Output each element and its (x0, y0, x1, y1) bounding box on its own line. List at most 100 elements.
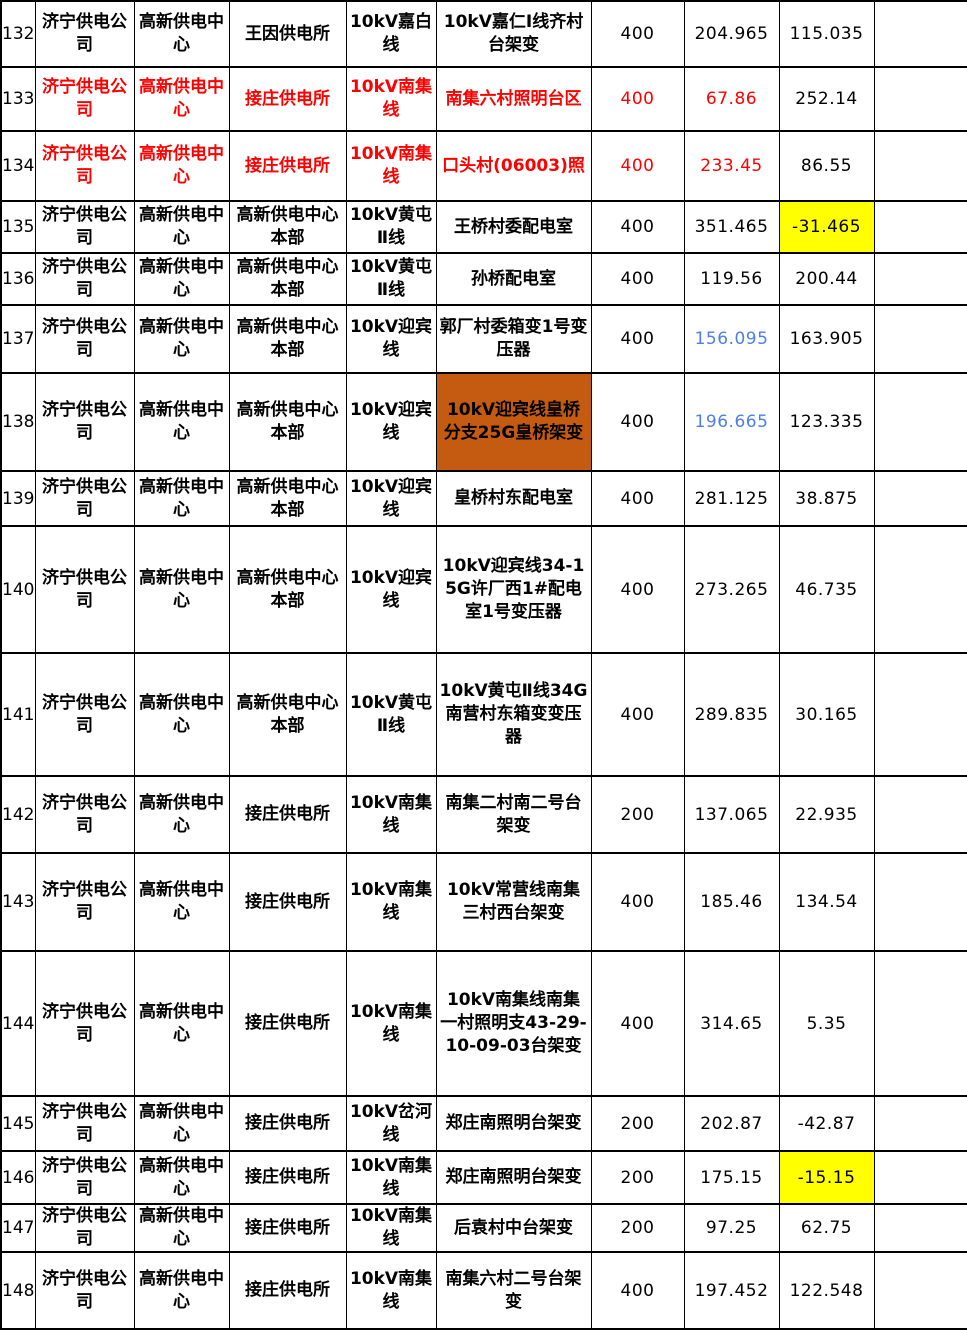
cell-company: 济宁供电公司 (34, 470, 135, 527)
cell-blank (873, 652, 967, 777)
cell-station: 高新供电中心本部 (228, 304, 347, 374)
cell-substation-name-highlighted: 10kV迎宾线皇桥分支25G皇桥架变 (435, 372, 592, 472)
cell-center: 高新供电中心 (133, 66, 230, 132)
cell-value1: 351.465 (683, 200, 780, 254)
cell-substation-name: 皇桥村东配电室 (435, 470, 592, 527)
cell-substation-name: 口头村(06003)照 (435, 130, 592, 202)
cell-center: 高新供电中心 (133, 1203, 230, 1253)
cell-substation-name: 南集二村南二号台架变 (435, 775, 592, 854)
cell-company: 济宁供电公司 (34, 200, 135, 254)
cell-blank (873, 1150, 967, 1205)
cell-line: 10kV南集线 (345, 1251, 437, 1330)
row-number: 147 (0, 1203, 36, 1253)
cell-company: 济宁供电公司 (34, 1150, 135, 1205)
cell-station: 高新供电中心本部 (228, 200, 347, 254)
cell-substation-name: 孙桥配电室 (435, 252, 592, 306)
cell-center: 高新供电中心 (133, 1150, 230, 1205)
table-row: 136 济宁供电公司 高新供电中心 高新供电中心本部 10kV黄屯Ⅱ线 孙桥配电… (0, 252, 967, 306)
table-row: 138 济宁供电公司 高新供电中心 高新供电中心本部 10kV迎宾线 10kV迎… (0, 372, 967, 472)
cell-substation-name: 10kV常营线南集三村西台架变 (435, 852, 592, 952)
cell-value1-blue: 196.665 (683, 372, 780, 472)
cell-blank (873, 0, 967, 68)
table-row: 133 济宁供电公司 高新供电中心 接庄供电所 10kV南集线 南集六村照明台区… (0, 66, 967, 132)
cell-capacity: 400 (590, 1251, 685, 1330)
cell-value2: 122.548 (778, 1251, 875, 1330)
row-number: 145 (0, 1095, 36, 1152)
cell-substation-name: 南集六村二号台架变 (435, 1251, 592, 1330)
cell-capacity: 400 (590, 852, 685, 952)
cell-value1: 197.452 (683, 1251, 780, 1330)
cell-line: 10kV黄屯Ⅱ线 (345, 652, 437, 777)
cell-substation-name: 郑庄南照明台架变 (435, 1095, 592, 1152)
cell-line: 10kV南集线 (345, 66, 437, 132)
cell-center: 高新供电中心 (133, 1095, 230, 1152)
cell-substation-name: 郭厂村委箱变1号变压器 (435, 304, 592, 374)
cell-value1: 314.65 (683, 950, 780, 1097)
cell-line: 10kV南集线 (345, 852, 437, 952)
cell-value1: 202.87 (683, 1095, 780, 1152)
cell-substation-name: 南集六村照明台区 (435, 66, 592, 132)
cell-company: 济宁供电公司 (34, 852, 135, 952)
cell-value2: 46.735 (778, 525, 875, 654)
cell-line: 10kV南集线 (345, 950, 437, 1097)
cell-capacity: 400 (590, 950, 685, 1097)
cell-value2: 62.75 (778, 1203, 875, 1253)
row-number: 144 (0, 950, 36, 1097)
cell-company: 济宁供电公司 (34, 950, 135, 1097)
cell-capacity: 200 (590, 1203, 685, 1253)
table-row: 146 济宁供电公司 高新供电中心 接庄供电所 10kV南集线 郑庄南照明台架变… (0, 1150, 967, 1205)
cell-value1: 233.45 (683, 130, 780, 202)
cell-capacity: 200 (590, 775, 685, 854)
cell-company: 济宁供电公司 (34, 652, 135, 777)
cell-capacity: 200 (590, 1150, 685, 1205)
cell-value2: 86.55 (778, 130, 875, 202)
cell-value2: 200.44 (778, 252, 875, 306)
table-row: 139 济宁供电公司 高新供电中心 高新供电中心本部 10kV迎宾线 皇桥村东配… (0, 470, 967, 527)
row-number: 143 (0, 852, 36, 952)
cell-line: 10kV南集线 (345, 130, 437, 202)
cell-value1: 185.46 (683, 852, 780, 952)
cell-blank (873, 1251, 967, 1330)
cell-value2: -42.87 (778, 1095, 875, 1152)
row-number: 137 (0, 304, 36, 374)
cell-blank (873, 304, 967, 374)
cell-center: 高新供电中心 (133, 525, 230, 654)
cell-station: 接庄供电所 (228, 950, 347, 1097)
cell-value2: 5.35 (778, 950, 875, 1097)
cell-blank (873, 1203, 967, 1253)
cell-center: 高新供电中心 (133, 470, 230, 527)
cell-blank (873, 1095, 967, 1152)
cell-value1: 67.86 (683, 66, 780, 132)
cell-substation-name: 王桥村委配电室 (435, 200, 592, 254)
table-row: 132 济宁供电公司 高新供电中心 王因供电所 10kV嘉白线 10kV嘉仁Ⅰ线… (0, 0, 967, 68)
table-row: 135 济宁供电公司 高新供电中心 高新供电中心本部 10kV黄屯Ⅱ线 王桥村委… (0, 200, 967, 254)
cell-substation-name: 10kV黄屯Ⅱ线34G南营村东箱变变压器 (435, 652, 592, 777)
row-number: 139 (0, 470, 36, 527)
cell-value1: 204.965 (683, 0, 780, 68)
row-number: 132 (0, 0, 36, 68)
cell-line: 10kV嘉白线 (345, 0, 437, 68)
row-number: 148 (0, 1251, 36, 1330)
cell-value2: 252.14 (778, 66, 875, 132)
cell-line: 10kV南集线 (345, 775, 437, 854)
cell-value1: 273.265 (683, 525, 780, 654)
cell-blank (873, 130, 967, 202)
cell-station: 接庄供电所 (228, 66, 347, 132)
cell-capacity: 400 (590, 130, 685, 202)
cell-line: 10kV岔河线 (345, 1095, 437, 1152)
cell-substation-name: 10kV迎宾线34-15G许厂西1#配电室1号变压器 (435, 525, 592, 654)
cell-center: 高新供电中心 (133, 130, 230, 202)
cell-value2: 134.54 (778, 852, 875, 952)
cell-station: 接庄供电所 (228, 1150, 347, 1205)
cell-value1: 289.835 (683, 652, 780, 777)
cell-capacity: 400 (590, 525, 685, 654)
cell-value1: 175.15 (683, 1150, 780, 1205)
row-number: 146 (0, 1150, 36, 1205)
row-number: 138 (0, 372, 36, 472)
cell-station: 接庄供电所 (228, 852, 347, 952)
row-number: 134 (0, 130, 36, 202)
cell-capacity: 200 (590, 1095, 685, 1152)
cell-capacity: 400 (590, 372, 685, 472)
cell-line: 10kV迎宾线 (345, 304, 437, 374)
